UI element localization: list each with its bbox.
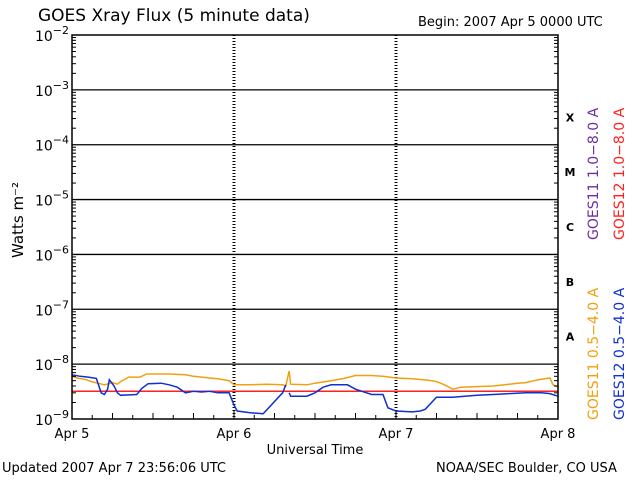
y-tick-label: 10−5 [35, 189, 69, 210]
x-tick-label: Apr 5 [55, 427, 90, 442]
y-tick-label: 10−9 [35, 408, 69, 429]
flare-class-label: B [566, 276, 574, 289]
series-line [71, 374, 287, 415]
updated-timestamp: Updated 2007 Apr 7 23:56:06 UTC [2, 461, 226, 476]
series-line [288, 384, 559, 413]
y-tick-label: 10−8 [35, 353, 69, 374]
y-tick-label: 10−7 [35, 298, 69, 319]
y-tick-label: 10−4 [35, 134, 69, 155]
flare-class-label: X [566, 111, 575, 124]
flare-class-label: A [566, 331, 575, 344]
legend-entry: GOES11 0.5−4.0 A [586, 287, 602, 420]
x-tick-label: Apr 7 [379, 427, 414, 442]
source-credit: NOAA/SEC Boulder, CO USA [436, 461, 617, 476]
y-axis-label: Watts m⁻² [9, 182, 27, 258]
legend-entry: GOES11 1.0−8.0 A [586, 107, 602, 240]
begin-time: Begin: 2007 Apr 5 0000 UTC [418, 15, 603, 30]
y-tick-label: 10−2 [35, 24, 69, 45]
chart-title: GOES Xray Flux (5 minute data) [38, 6, 310, 26]
legend-entry: GOES12 1.0−8.0 A [612, 107, 628, 240]
x-axis-label: Universal Time [267, 443, 364, 458]
x-tick-label: Apr 8 [541, 427, 576, 442]
x-tick-label: Apr 6 [217, 427, 252, 442]
series-line [71, 370, 559, 390]
y-tick-label: 10−6 [35, 243, 69, 264]
flare-class-label: C [566, 221, 574, 234]
legend-entry: GOES12 0.5−4.0 A [612, 287, 628, 420]
y-tick-label: 10−3 [35, 79, 69, 100]
plot-frame [71, 34, 559, 420]
flare-class-label: M [565, 166, 576, 179]
